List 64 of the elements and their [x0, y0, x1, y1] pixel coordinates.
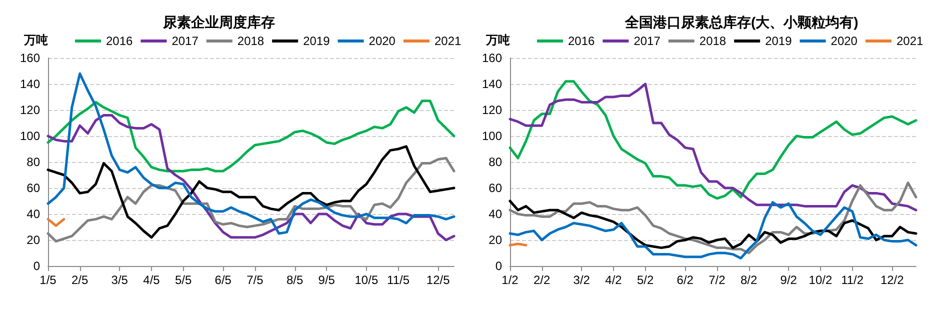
y-tick-label: 80	[26, 155, 40, 169]
x-tick-label: 9/2	[780, 273, 798, 287]
x-tick-label: 3/2	[573, 273, 590, 287]
x-tick-label: 1/2	[502, 273, 519, 287]
x-tick-label: 1/5	[40, 273, 57, 287]
y-tick-label: 0	[495, 259, 502, 273]
x-tick-label: 6/2	[676, 273, 694, 287]
x-tick-label: 10/2	[808, 273, 832, 287]
y-tick-label: 20	[26, 233, 40, 247]
x-tick-label: 12/5	[426, 273, 450, 287]
legend-label: 2020	[368, 34, 396, 48]
x-tick-label: 4/2	[605, 273, 622, 287]
legend-label: 2016	[106, 34, 134, 48]
y-tick-label: 100	[482, 129, 502, 143]
y-tick-label: 0	[33, 259, 40, 273]
y-axis-title: 万吨	[485, 33, 510, 47]
legend-label: 2018	[699, 34, 726, 48]
x-tick-label: 2/5	[72, 273, 89, 287]
y-tick-label: 140	[20, 77, 40, 91]
legend-label: 2019	[303, 34, 330, 48]
legend-label: 2021	[896, 34, 924, 48]
x-tick-label: 9/5	[318, 273, 336, 287]
y-tick-label: 160	[20, 51, 40, 65]
x-tick-label: 11/2	[841, 273, 864, 287]
line-series	[508, 201, 918, 260]
y-tick-label: 140	[482, 77, 502, 91]
y-tick-label: 160	[482, 51, 502, 65]
y-tick-label: 120	[482, 103, 502, 117]
line-series	[508, 200, 918, 250]
x-tick-label: 4/5	[143, 273, 160, 287]
y-tick-label: 100	[20, 129, 40, 143]
line-series	[46, 100, 456, 172]
chart-title: 尿素企业周度库存	[162, 14, 275, 30]
legend-label: 2021	[434, 34, 462, 48]
y-axis-title: 万吨	[23, 33, 48, 47]
x-tick-label: 5/2	[636, 273, 654, 287]
x-tick-label: 6/5	[214, 273, 232, 287]
y-tick-label: 40	[26, 207, 40, 221]
legend-label: 2019	[765, 34, 792, 48]
x-tick-label: 2/2	[534, 273, 551, 287]
x-tick-label: 12/2	[880, 273, 904, 287]
x-tick-label: 11/5	[387, 273, 410, 287]
line-series	[46, 72, 456, 235]
x-tick-label: 5/5	[174, 273, 192, 287]
x-tick-label: 7/5	[246, 273, 264, 287]
line-series	[46, 145, 456, 239]
x-tick-label: 8/5	[286, 273, 304, 287]
x-tick-label: 7/2	[708, 273, 726, 287]
x-tick-label: 3/5	[111, 273, 128, 287]
chart-title: 全国港口尿素总库存(大、小颗粒均有)	[624, 14, 858, 30]
y-tick-label: 40	[488, 207, 502, 221]
y-tick-label: 120	[20, 103, 40, 117]
line-series	[46, 114, 456, 242]
y-tick-label: 20	[488, 233, 502, 247]
legend-label: 2018	[237, 34, 264, 48]
legend-label: 2020	[830, 34, 858, 48]
y-tick-label: 60	[488, 181, 502, 195]
legend-label: 2016	[568, 34, 596, 48]
y-tick-label: 60	[26, 181, 40, 195]
x-tick-label: 8/2	[740, 273, 758, 287]
y-tick-label: 80	[488, 155, 502, 169]
legend-label: 2017	[172, 34, 199, 48]
x-tick-label: 10/5	[354, 273, 378, 287]
legend-label: 2017	[634, 34, 661, 48]
